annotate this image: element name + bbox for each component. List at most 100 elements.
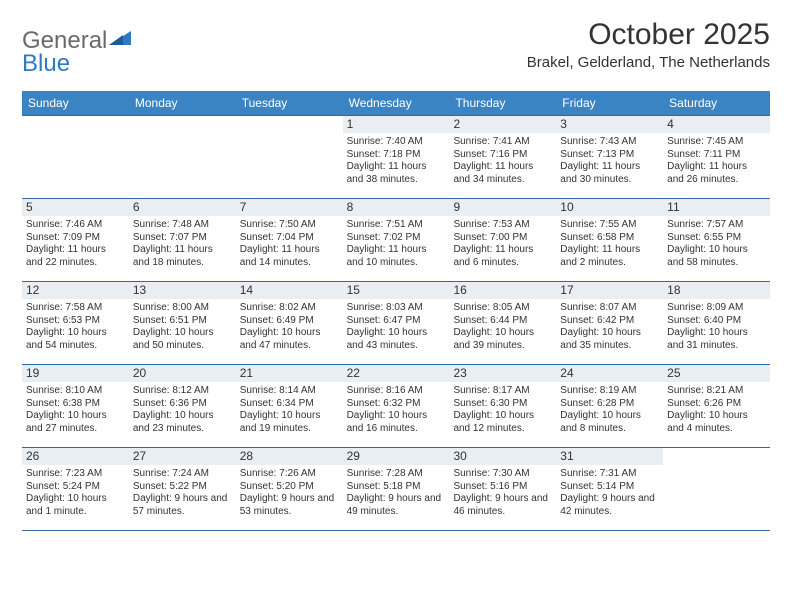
day-details: Sunrise: 7:23 AMSunset: 5:24 PMDaylight:… xyxy=(26,468,125,518)
day-cell: 23 Sunrise: 8:17 AMSunset: 6:30 PMDayligh… xyxy=(449,365,556,447)
week-row: 19 Sunrise: 8:10 AMSunset: 6:38 PMDayligh… xyxy=(22,364,770,447)
day-cell: 12Sunrise: 7:58 AMSunset: 6:53 PMDayligh… xyxy=(22,282,129,364)
day-cell: 5Sunrise: 7:46 AMSunset: 7:09 PMDaylight… xyxy=(22,199,129,281)
day-cell: 31Sunrise: 7:31 AMSunset: 5:14 PMDayligh… xyxy=(556,448,663,530)
day-cell: 6 Sunrise: 7:48 AMSunset: 7:07 PMDaylight… xyxy=(129,199,236,281)
day-cell xyxy=(236,116,343,198)
dow-cell: Saturday xyxy=(663,91,770,115)
day-cell: 4 Sunrise: 7:45 AMSunset: 7:11 PMDaylight… xyxy=(663,116,770,198)
day-details: Sunrise: 7:40 AMSunset: 7:18 PMDaylight:… xyxy=(347,136,446,186)
day-number: 21 xyxy=(236,365,343,382)
day-number: 28 xyxy=(236,448,343,465)
month-title: October 2025 xyxy=(527,18,770,52)
day-details: Sunrise: 7:45 AMSunset: 7:11 PMDaylight:… xyxy=(667,136,766,186)
dow-cell: Tuesday xyxy=(236,91,343,115)
day-cell: 20 Sunrise: 8:12 AMSunset: 6:36 PMDayligh… xyxy=(129,365,236,447)
day-details: Sunrise: 8:21 AMSunset: 6:26 PMDaylight:… xyxy=(667,385,766,435)
week-row: 26 Sunrise: 7:23 AMSunset: 5:24 PMDayligh… xyxy=(22,447,770,530)
day-number: 8 xyxy=(343,199,450,216)
day-number: 4 xyxy=(663,116,770,133)
day-number: 5 xyxy=(22,199,129,216)
day-number: 11 xyxy=(663,199,770,216)
day-cell: 16 Sunrise: 8:05 AMSunset: 6:44 PMDayligh… xyxy=(449,282,556,364)
day-number: 19 xyxy=(22,365,129,382)
day-cell: 27 Sunrise: 7:24 AMSunset: 5:22 PMDayligh… xyxy=(129,448,236,530)
day-details: Sunrise: 7:53 AMSunset: 7:00 PMDaylight:… xyxy=(453,219,552,269)
bottom-rule xyxy=(22,530,770,531)
day-details: Sunrise: 7:51 AMSunset: 7:02 PMDaylight:… xyxy=(347,219,446,269)
day-number: 17 xyxy=(556,282,663,299)
day-number: 16 xyxy=(449,282,556,299)
week-row: 12Sunrise: 7:58 AMSunset: 6:53 PMDayligh… xyxy=(22,281,770,364)
day-details: Sunrise: 7:48 AMSunset: 7:07 PMDaylight:… xyxy=(133,219,232,269)
day-number: 14 xyxy=(236,282,343,299)
day-number: 31 xyxy=(556,448,663,465)
day-details: Sunrise: 7:57 AMSunset: 6:55 PMDaylight:… xyxy=(667,219,766,269)
day-cell: 26 Sunrise: 7:23 AMSunset: 5:24 PMDayligh… xyxy=(22,448,129,530)
day-number: 7 xyxy=(236,199,343,216)
day-number: 12 xyxy=(22,282,129,299)
day-details: Sunrise: 8:00 AMSunset: 6:51 PMDaylight:… xyxy=(133,302,232,352)
day-cell: 25 Sunrise: 8:21 AMSunset: 6:26 PMDayligh… xyxy=(663,365,770,447)
location: Brakel, Gelderland, The Netherlands xyxy=(527,54,770,71)
day-number: 25 xyxy=(663,365,770,382)
day-details: Sunrise: 8:19 AMSunset: 6:28 PMDaylight:… xyxy=(560,385,659,435)
day-cell: 29Sunrise: 7:28 AMSunset: 5:18 PMDayligh… xyxy=(343,448,450,530)
day-number: 26 xyxy=(22,448,129,465)
logo-text-2: Blue xyxy=(22,50,70,78)
day-number: 27 xyxy=(129,448,236,465)
day-details: Sunrise: 7:26 AMSunset: 5:20 PMDaylight:… xyxy=(240,468,339,518)
calendar-grid: SundayMondayTuesdayWednesdayThursdayFrid… xyxy=(22,91,770,531)
day-number: 2 xyxy=(449,116,556,133)
day-details: Sunrise: 8:14 AMSunset: 6:34 PMDaylight:… xyxy=(240,385,339,435)
day-details: Sunrise: 7:55 AMSunset: 6:58 PMDaylight:… xyxy=(560,219,659,269)
day-cell: 7Sunrise: 7:50 AMSunset: 7:04 PMDaylight… xyxy=(236,199,343,281)
day-number: 23 xyxy=(449,365,556,382)
day-details: Sunrise: 8:16 AMSunset: 6:32 PMDaylight:… xyxy=(347,385,446,435)
day-number: 13 xyxy=(129,282,236,299)
day-cell: 30Sunrise: 7:30 AMSunset: 5:16 PMDayligh… xyxy=(449,448,556,530)
header: General October 2025 Brakel, Gelderland,… xyxy=(22,18,770,75)
day-details: Sunrise: 7:43 AMSunset: 7:13 PMDaylight:… xyxy=(560,136,659,186)
day-cell xyxy=(129,116,236,198)
day-cell: 28 Sunrise: 7:26 AMSunset: 5:20 PMDayligh… xyxy=(236,448,343,530)
day-details: Sunrise: 8:05 AMSunset: 6:44 PMDaylight:… xyxy=(453,302,552,352)
day-cell: 21 Sunrise: 8:14 AMSunset: 6:34 PMDayligh… xyxy=(236,365,343,447)
day-number: 30 xyxy=(449,448,556,465)
dow-cell: Wednesday xyxy=(343,91,450,115)
dow-cell: Monday xyxy=(129,91,236,115)
day-number: 1 xyxy=(343,116,450,133)
day-number: 10 xyxy=(556,199,663,216)
day-number: 22 xyxy=(343,365,450,382)
day-details: Sunrise: 8:12 AMSunset: 6:36 PMDaylight:… xyxy=(133,385,232,435)
day-details: Sunrise: 8:17 AMSunset: 6:30 PMDaylight:… xyxy=(453,385,552,435)
day-details: Sunrise: 8:07 AMSunset: 6:42 PMDaylight:… xyxy=(560,302,659,352)
day-details: Sunrise: 7:24 AMSunset: 5:22 PMDaylight:… xyxy=(133,468,232,518)
day-details: Sunrise: 8:03 AMSunset: 6:47 PMDaylight:… xyxy=(347,302,446,352)
day-cell: 13 Sunrise: 8:00 AMSunset: 6:51 PMDayligh… xyxy=(129,282,236,364)
day-cell: 8 Sunrise: 7:51 AMSunset: 7:02 PMDaylight… xyxy=(343,199,450,281)
title-block: October 2025 Brakel, Gelderland, The Net… xyxy=(527,18,770,75)
day-cell: 17 Sunrise: 8:07 AMSunset: 6:42 PMDayligh… xyxy=(556,282,663,364)
week-row: 5Sunrise: 7:46 AMSunset: 7:09 PMDaylight… xyxy=(22,198,770,281)
day-details: Sunrise: 8:10 AMSunset: 6:38 PMDaylight:… xyxy=(26,385,125,435)
day-cell: 3 Sunrise: 7:43 AMSunset: 7:13 PMDaylight… xyxy=(556,116,663,198)
day-cell: 1 Sunrise: 7:40 AMSunset: 7:18 PMDaylight… xyxy=(343,116,450,198)
dow-cell: Thursday xyxy=(449,91,556,115)
day-details: Sunrise: 7:28 AMSunset: 5:18 PMDaylight:… xyxy=(347,468,446,518)
dow-cell: Friday xyxy=(556,91,663,115)
day-cell: 22 Sunrise: 8:16 AMSunset: 6:32 PMDayligh… xyxy=(343,365,450,447)
day-number: 6 xyxy=(129,199,236,216)
day-number: 15 xyxy=(343,282,450,299)
logo-triangle-icon xyxy=(109,24,131,52)
day-details: Sunrise: 8:09 AMSunset: 6:40 PMDaylight:… xyxy=(667,302,766,352)
week-row: 1 Sunrise: 7:40 AMSunset: 7:18 PMDaylight… xyxy=(22,115,770,198)
day-number: 20 xyxy=(129,365,236,382)
day-cell: 9Sunrise: 7:53 AMSunset: 7:00 PMDaylight… xyxy=(449,199,556,281)
day-cell: 15 Sunrise: 8:03 AMSunset: 6:47 PMDayligh… xyxy=(343,282,450,364)
calendar-page: General October 2025 Brakel, Gelderland,… xyxy=(0,0,792,549)
day-cell: 11 Sunrise: 7:57 AMSunset: 6:55 PMDayligh… xyxy=(663,199,770,281)
day-cell: 19 Sunrise: 8:10 AMSunset: 6:38 PMDayligh… xyxy=(22,365,129,447)
day-number: 3 xyxy=(556,116,663,133)
day-cell xyxy=(22,116,129,198)
